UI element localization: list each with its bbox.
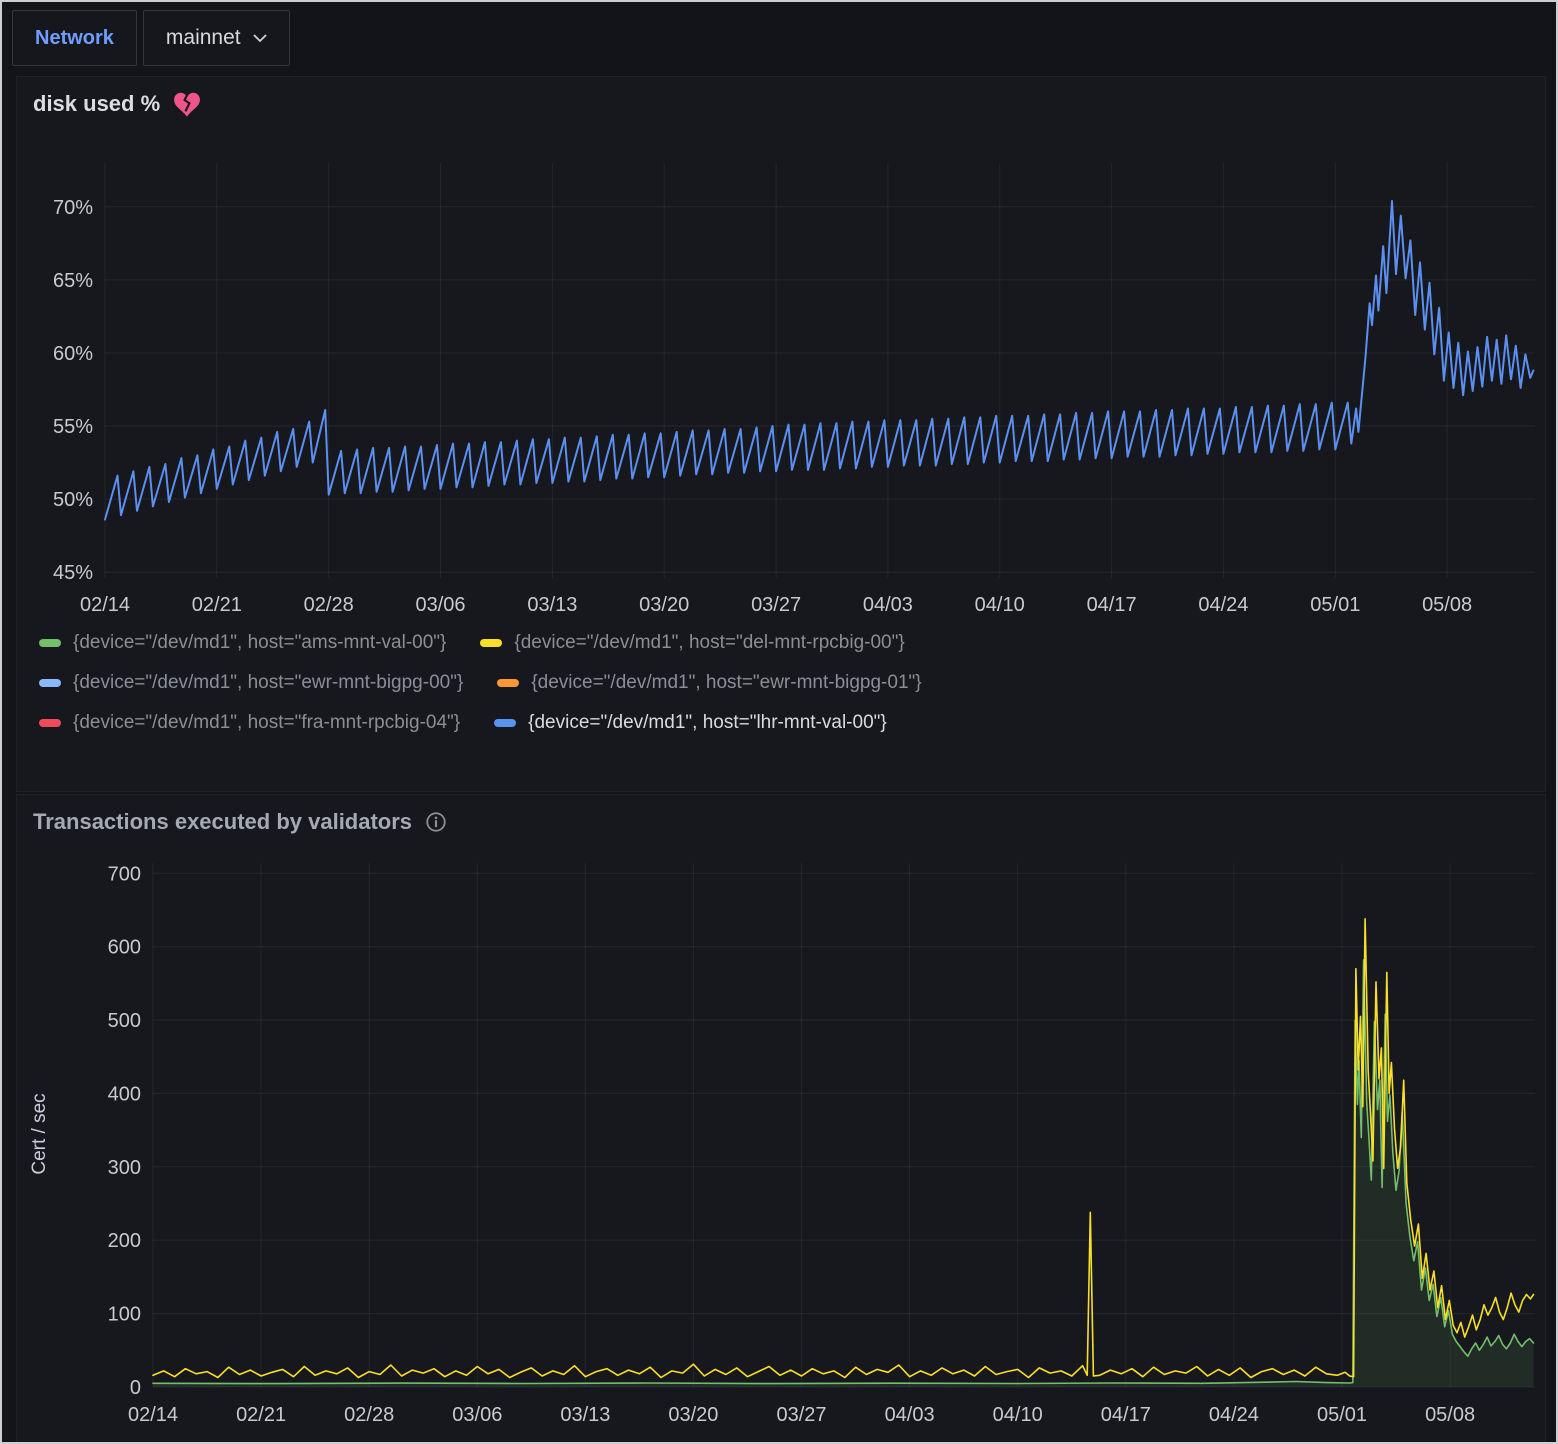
panel-tx-header: Transactions executed by validators xyxy=(17,795,1545,835)
x-tick-label: 04/24 xyxy=(1198,594,1248,616)
y-tick-label: 600 xyxy=(108,937,141,959)
legend-item[interactable]: {device="/dev/md1", host="del-mnt-rpcbig… xyxy=(480,632,904,654)
x-tick-label: 04/17 xyxy=(1087,594,1137,616)
x-tick-label: 05/08 xyxy=(1425,1404,1475,1426)
y-tick-label: 700 xyxy=(108,863,141,885)
legend-item[interactable]: {device="/dev/md1", host="lhr-mnt-val-00… xyxy=(494,712,887,734)
disk-used-chart[interactable]: 02/14 02/21 02/28 03/06 03/13 03/20 03/27 04/03… xyxy=(17,123,1545,628)
x-tick-label: 03/06 xyxy=(415,594,465,616)
info-icon[interactable] xyxy=(426,812,446,832)
legend-item[interactable]: {device="/dev/md1", host="ewr-mnt-bigpg-… xyxy=(39,672,463,694)
y-axis-title: Cert / sec xyxy=(29,1059,51,1209)
x-tick-label: 03/27 xyxy=(751,594,801,616)
legend-swatch xyxy=(39,679,61,687)
broken-heart-icon xyxy=(174,92,200,117)
chevron-down-icon xyxy=(253,34,267,43)
network-dropdown-text: mainnet xyxy=(166,26,241,50)
variable-row: Network mainnet xyxy=(12,10,290,66)
x-tick-label: 04/17 xyxy=(1101,1404,1151,1426)
y-tick-label: 65% xyxy=(53,270,93,292)
x-tick-label: 05/01 xyxy=(1317,1404,1367,1426)
panel-title: Transactions executed by validators xyxy=(33,809,412,835)
y-tick-label: 400 xyxy=(108,1083,141,1105)
y-tick-label: 60% xyxy=(53,343,93,365)
x-tick-label: 03/27 xyxy=(776,1404,826,1426)
x-tick-label: 04/10 xyxy=(975,594,1025,616)
x-tick-label: 03/20 xyxy=(668,1404,718,1426)
x-tick-label: 02/28 xyxy=(304,594,354,616)
legend-item[interactable]: {device="/dev/md1", host="fra-mnt-rpcbig… xyxy=(39,712,460,734)
x-tick-label: 04/10 xyxy=(993,1404,1043,1426)
x-tick-label: 05/08 xyxy=(1422,594,1472,616)
x-tick-label: 02/14 xyxy=(128,1404,178,1426)
network-dropdown-value: mainnet xyxy=(166,26,267,50)
legend-item[interactable]: {device="/dev/md1", host="ams-mnt-val-00… xyxy=(39,632,446,654)
legend-label: {device="/dev/md1", host="lhr-mnt-val-00… xyxy=(528,712,887,734)
y-tick-label: 0 xyxy=(130,1377,141,1399)
network-dropdown[interactable]: mainnet xyxy=(143,10,290,66)
y-tick-label: 45% xyxy=(53,562,93,584)
x-tick-label: 02/14 xyxy=(80,594,130,616)
y-tick-label: 500 xyxy=(108,1010,141,1032)
x-tick-label: 03/13 xyxy=(560,1404,610,1426)
legend-label: {device="/dev/md1", host="ams-mnt-val-00… xyxy=(73,632,446,654)
panel-disk-used: disk used % 02/14 02/21 02/28 03/06 03/13 03/… xyxy=(16,76,1546,792)
x-tick-label: 03/13 xyxy=(527,594,577,616)
y-tick-label: 100 xyxy=(108,1304,141,1326)
dashboard: Network mainnet disk used % 02/1402/2102… xyxy=(0,0,1558,1444)
legend: {device="/dev/md1", host="ams-mnt-val-00… xyxy=(39,632,1199,752)
legend-swatch xyxy=(39,639,61,647)
y-tick-label: 50% xyxy=(53,489,93,511)
x-tick-label: 04/03 xyxy=(885,1404,935,1426)
x-tick-label: 05/01 xyxy=(1310,594,1360,616)
panel-title: disk used % xyxy=(33,91,160,117)
legend-swatch xyxy=(494,719,516,727)
panel-disk-header: disk used % xyxy=(17,77,1545,117)
legend-swatch xyxy=(497,679,519,687)
panel-transactions: Transactions executed by validators Cert… xyxy=(16,794,1546,1444)
variable-label: Network xyxy=(35,27,114,50)
legend-label: {device="/dev/md1", host="del-mnt-rpcbig… xyxy=(514,632,904,654)
transactions-chart[interactable]: 02/14 02/21 02/28 03/06 03/13 03/20 03/27 04/03… xyxy=(17,847,1545,1444)
y-tick-label: 55% xyxy=(53,416,93,438)
x-tick-label: 04/24 xyxy=(1209,1404,1259,1426)
variable-label-box: Network xyxy=(12,10,137,66)
legend-label: {device="/dev/md1", host="fra-mnt-rpcbig… xyxy=(73,712,460,734)
legend-label: {device="/dev/md1", host="ewr-mnt-bigpg-… xyxy=(531,672,921,694)
x-tick-label: 04/03 xyxy=(863,594,913,616)
legend-label: {device="/dev/md1", host="ewr-mnt-bigpg-… xyxy=(73,672,463,694)
legend-swatch xyxy=(480,639,502,647)
x-tick-label: 03/06 xyxy=(452,1404,502,1426)
x-tick-label: 03/20 xyxy=(639,594,689,616)
x-tick-label: 02/21 xyxy=(236,1404,286,1426)
x-tick-label: 02/21 xyxy=(192,594,242,616)
legend-swatch xyxy=(39,719,61,727)
x-tick-label: 02/28 xyxy=(344,1404,394,1426)
y-tick-label: 200 xyxy=(108,1230,141,1252)
y-tick-label: 70% xyxy=(53,197,93,219)
legend-item[interactable]: {device="/dev/md1", host="ewr-mnt-bigpg-… xyxy=(497,672,921,694)
y-tick-label: 300 xyxy=(108,1157,141,1179)
